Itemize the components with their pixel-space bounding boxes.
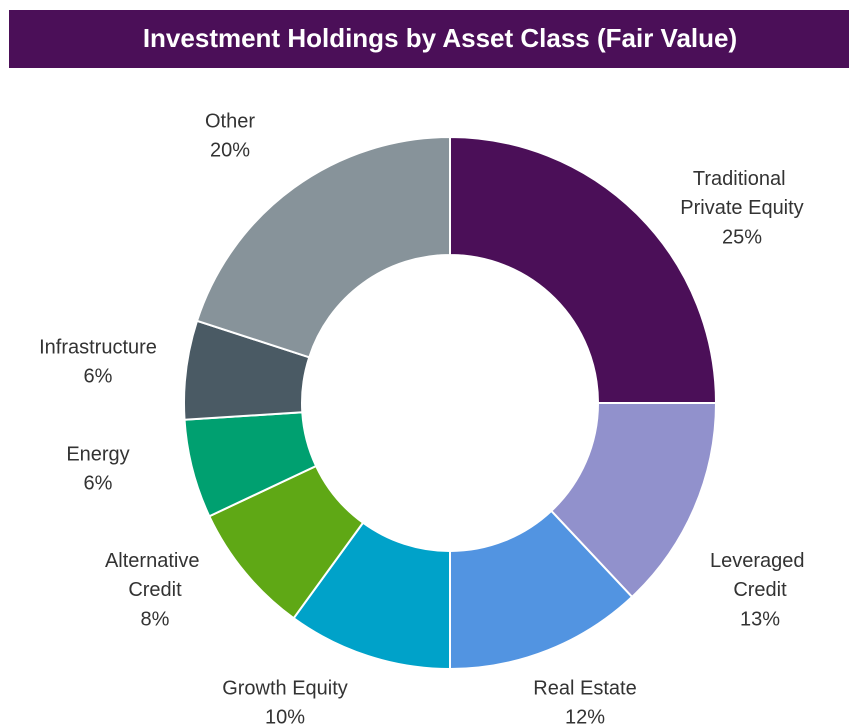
slice-value-label: 20% [210,139,250,161]
label-line: Traditional [693,168,791,190]
slice-value-label: 12% [565,706,605,726]
slice-value-label: 6% [84,472,113,494]
slice-value-label: 10% [265,706,305,726]
slice-label: Growth Equity [222,677,348,699]
slice-label: Alternative Credit [105,550,205,601]
donut-slice [195,135,451,359]
chart-title: Investment Holdings by Asset Class (Fair… [143,23,737,53]
slice-label: Leveraged Credit [710,550,810,601]
title-bar [9,10,849,68]
donut-slice [449,135,718,404]
slice-label: Energy [66,443,129,465]
slice-label: Real Estate [533,677,636,699]
label-line: Private Equity [680,197,803,219]
label-line: Credit [128,579,182,601]
label-line: Alternative [105,550,205,572]
slice-label: Other [205,110,255,132]
slice-label: Traditional Private Equity [680,168,803,219]
slice-value-label: 13% [740,608,780,630]
slice-value-label: 6% [84,365,113,387]
label-line: Leveraged [710,550,810,572]
slice-value-label: 25% [722,226,762,248]
slice-label: Infrastructure [39,336,157,358]
label-line: Credit [733,579,787,601]
slice-value-label: 8% [141,608,170,630]
